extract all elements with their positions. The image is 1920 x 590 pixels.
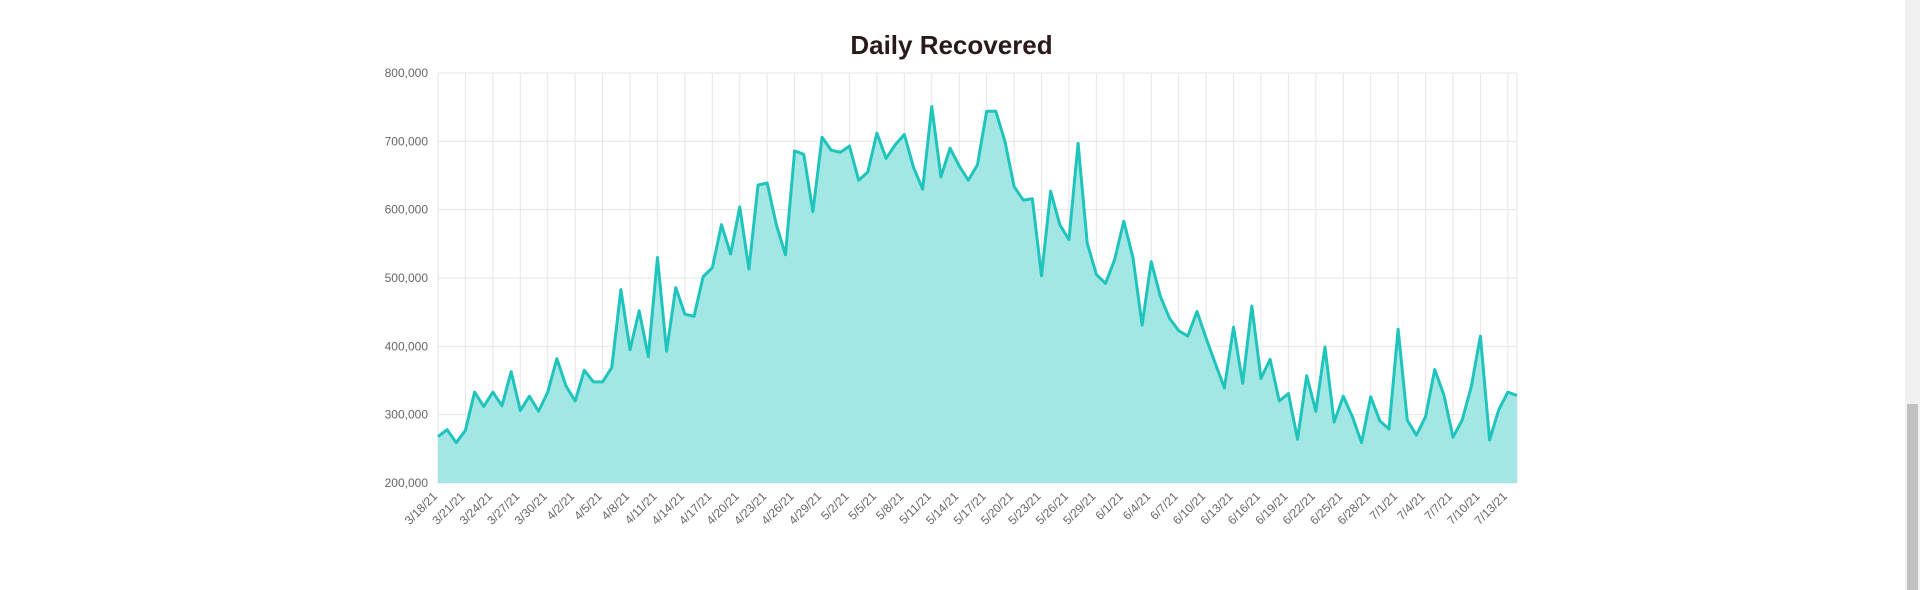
area-fill	[438, 106, 1517, 483]
series-line	[437, 104, 1518, 445]
chart-title: Daily Recovered	[850, 30, 1053, 60]
x-tick-label: 5/5/21	[846, 489, 880, 523]
x-tick-label: 4/2/21	[544, 489, 578, 523]
x-tick-label: 7/1/21	[1367, 489, 1401, 523]
y-tick-label: 400,000	[385, 339, 429, 353]
x-tick-label: 6/4/21	[1120, 489, 1154, 523]
x-tick-label: 4/5/21	[571, 489, 605, 523]
area-layer	[437, 104, 1518, 483]
y-tick-label: 800,000	[385, 66, 429, 80]
x-tick-label: 5/2/21	[818, 489, 852, 523]
x-tick-label: 7/4/21	[1394, 489, 1428, 523]
y-tick-label: 600,000	[385, 203, 429, 217]
x-tick-label: 6/1/21	[1092, 489, 1126, 523]
y-tick-label: 500,000	[385, 271, 429, 285]
y-tick-label: 300,000	[385, 408, 429, 422]
scrollbar-thumb[interactable]	[1907, 404, 1918, 590]
y-tick-label: 200,000	[385, 476, 429, 490]
y-tick-label: 700,000	[385, 134, 429, 148]
